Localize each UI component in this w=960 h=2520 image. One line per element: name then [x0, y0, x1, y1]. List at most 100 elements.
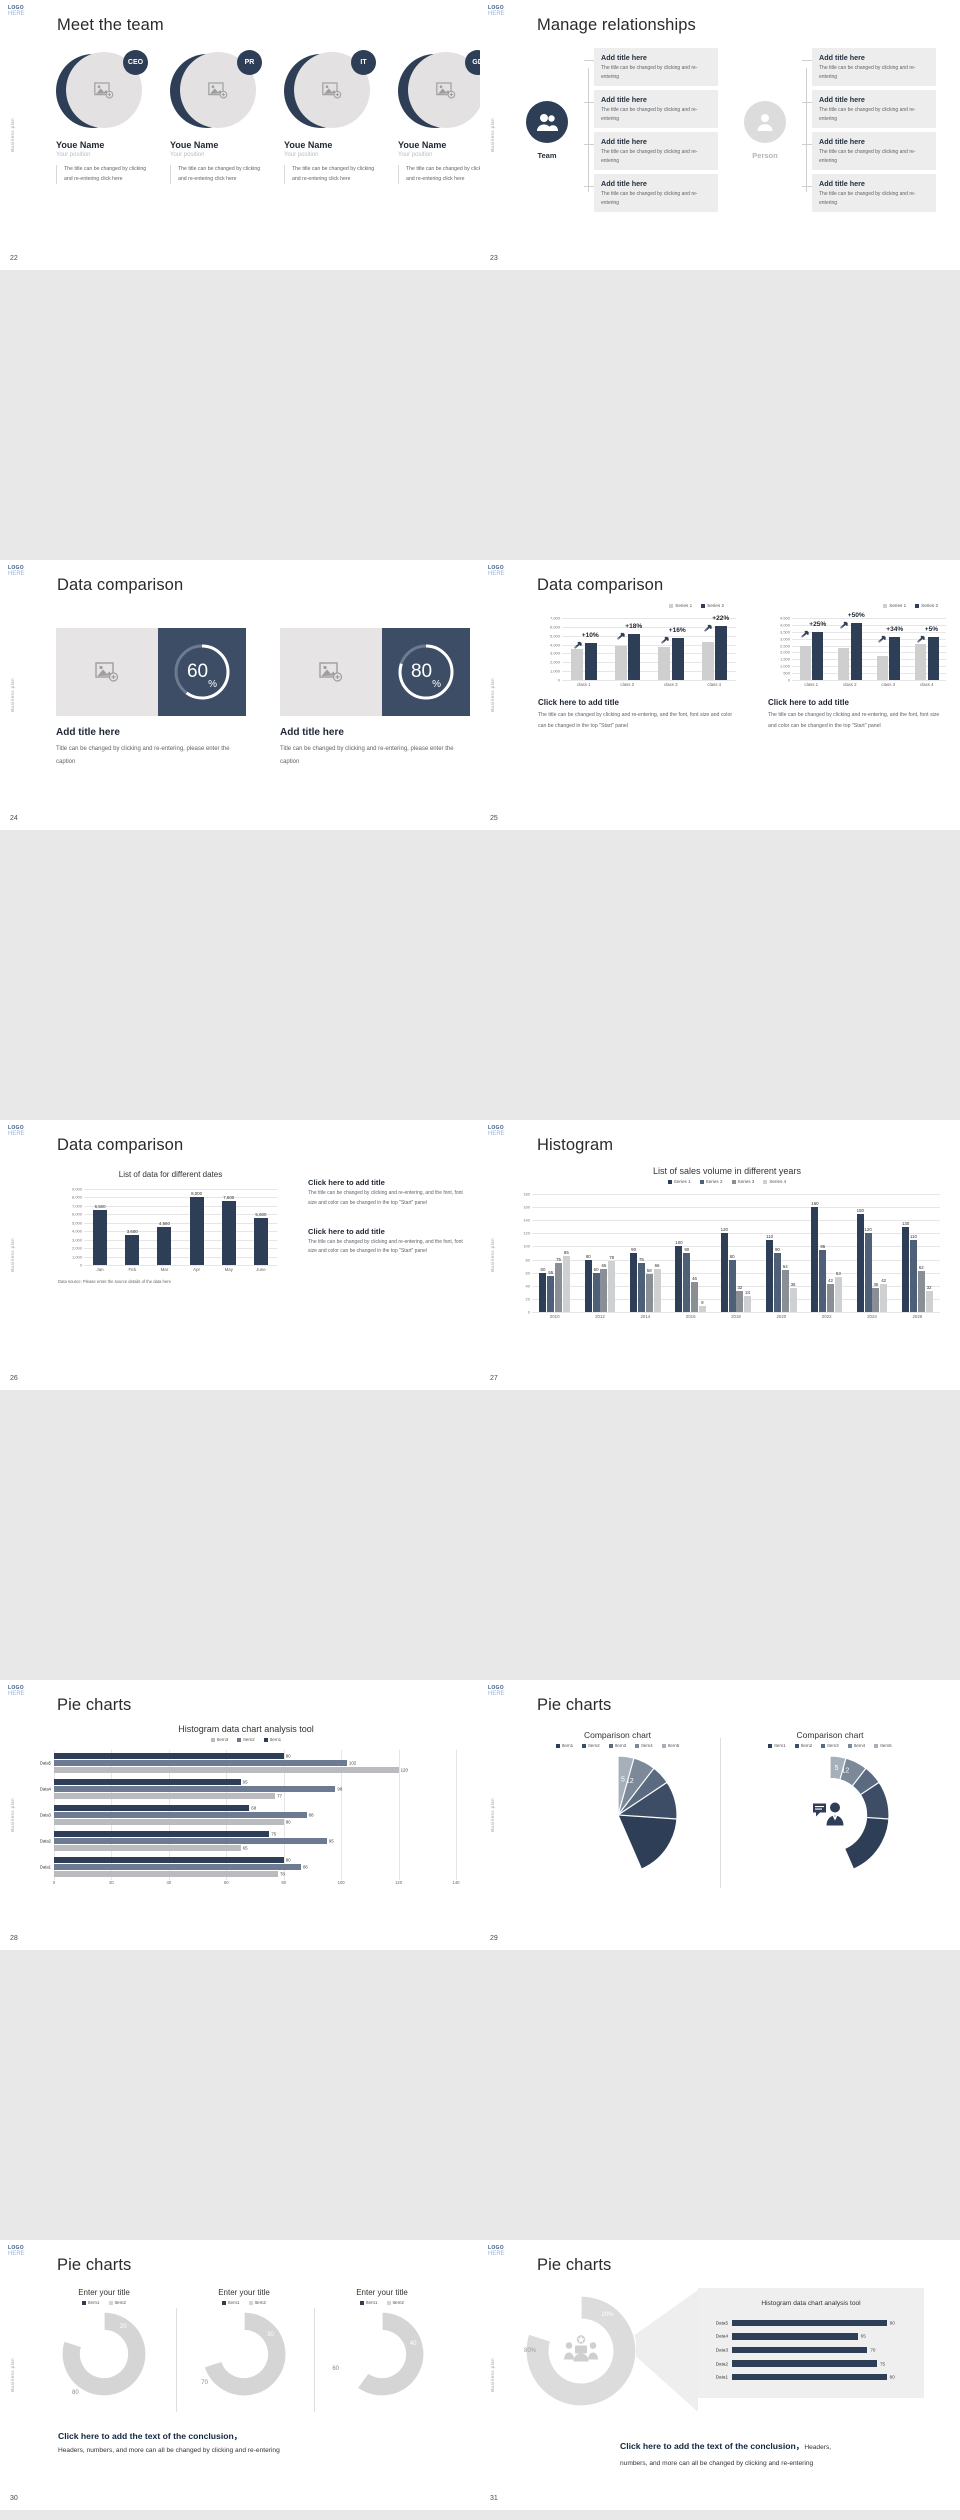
pie-slice[interactable]	[356, 2312, 424, 2396]
bar-value-label: 53	[835, 1271, 841, 1277]
bar-value-label: 5,600	[255, 1211, 267, 1217]
bar	[781, 1270, 789, 1312]
relationship-group-person: Person Add title here The title can be c…	[728, 48, 936, 212]
slide-24[interactable]: LOGO HERE Business plan Data comparison …	[0, 560, 480, 830]
bar-value-label: 120	[720, 1227, 728, 1233]
bar-value-label: 90	[684, 1247, 690, 1252]
progress-number: 80	[410, 661, 433, 682]
legend-item: Item4	[635, 1743, 653, 1748]
y-tick-label: 140	[523, 1217, 530, 1223]
relationship-item[interactable]: Add title here The title can be changed …	[802, 90, 936, 128]
y-tick-label: 2,000	[549, 659, 560, 665]
slide-22[interactable]: LOGO HERE Business plan Meet the team 22	[0, 0, 480, 270]
row-gap	[0, 840, 960, 850]
vertical-label: Business plan	[490, 1798, 495, 1832]
growth-annotation: +25%	[809, 621, 827, 629]
slide-25[interactable]: LOGO HERE Business plan Data comparison …	[480, 560, 960, 830]
relationship-item[interactable]: Add title here The title can be changed …	[584, 174, 718, 212]
avatar[interactable]: CEO	[56, 50, 148, 130]
category-label: Data3	[715, 2347, 728, 2353]
chart-legend: Item1 Item2 Item3 Item4 Item5	[520, 1743, 715, 1748]
slide-27[interactable]: LOGO HERE Business plan Histogram 27 Lis…	[480, 1120, 960, 1390]
slice-value-label: 20%	[601, 2311, 614, 2318]
chart-source: Data source: Please enter the source det…	[58, 1279, 171, 1284]
gridline	[532, 1285, 940, 1287]
bar-value-label: 9	[701, 1300, 704, 1306]
chart-title: Comparison chart	[583, 1730, 652, 1740]
image-placeholder[interactable]	[56, 628, 158, 716]
image-placeholder-icon	[319, 662, 343, 682]
bar-value-label: 88	[308, 1812, 314, 1818]
relationship-item[interactable]: Add title here The title can be changed …	[584, 132, 718, 170]
growth-annotation: +16%	[668, 626, 686, 634]
pie-slice[interactable]	[203, 2312, 286, 2396]
legend-item: Item2	[386, 2300, 404, 2305]
bar	[744, 1296, 752, 1312]
slide-23[interactable]: LOGO HERE Business plan Manage relations…	[480, 0, 960, 270]
slide-31[interactable]: LOGO HERE Business plan Pie charts 31	[480, 2240, 960, 2510]
member-name: Youe Name	[284, 140, 333, 150]
horizontal-bar-chart: Data1 80 Data2 75 Data3 70 Data4 65 Data5 80	[716, 2316, 906, 2384]
slice-value-label: 60	[332, 2366, 340, 2373]
bar-value-label: 60	[593, 1266, 599, 1272]
bar-value-label: 78	[279, 1871, 285, 1877]
relationship-item[interactable]: Add title here The title can be changed …	[584, 90, 718, 128]
relationship-item[interactable]: Add title here The title can be changed …	[802, 48, 936, 86]
team-member[interactable]: GD Youe Name Your position The title can…	[398, 50, 480, 185]
item-title: Add title here	[819, 53, 865, 62]
x-tick-label: 2010	[549, 1314, 560, 1319]
avatar[interactable]: GD	[398, 50, 480, 130]
bar	[608, 1260, 616, 1312]
bar-value-label: 58	[646, 1267, 652, 1273]
relationship-item[interactable]: Add title here The title can be changed …	[802, 132, 936, 170]
bar	[54, 1760, 347, 1766]
slice-value-label: 40	[409, 2340, 417, 2347]
bar-value-label: 4,560	[158, 1220, 170, 1226]
connector-lines	[802, 48, 812, 212]
logo: LOGO HERE	[8, 566, 34, 582]
team-row: CEO Youe Name Your position The title ca…	[56, 50, 480, 185]
chart-title: Histogram data chart analysis tool	[761, 2300, 861, 2307]
page-title: Data comparison	[57, 576, 184, 594]
team-member[interactable]: IT Youe Name Your position The title can…	[284, 50, 389, 185]
team-member[interactable]: CEO Youe Name Your position The title ca…	[56, 50, 161, 185]
progress-ring: 60%	[171, 641, 233, 703]
role-badge: GD	[465, 50, 480, 75]
comparison-card[interactable]: 80% Add title here Title can be changed …	[280, 628, 470, 768]
bar-value-label: 95	[328, 1838, 334, 1844]
y-tick-label: 2,500	[779, 643, 790, 649]
relationship-item[interactable]: Add title here The title can be changed …	[584, 48, 718, 86]
bar	[902, 1226, 910, 1312]
team-member[interactable]: PR Youe Name Your position The title can…	[170, 50, 275, 185]
donut-block: Comparison chart Item1 Item2 Item3 Item4…	[730, 1730, 930, 1874]
comparison-card[interactable]: 60% Add title here Title can be changed …	[56, 628, 246, 768]
bar-value-label: 110	[766, 1233, 774, 1239]
pie-slice[interactable]	[62, 2312, 146, 2396]
bar-value-label: 70	[870, 2347, 876, 2353]
card-tiles: 80%	[280, 628, 470, 716]
group-icon-block: Team	[510, 100, 584, 160]
y-tick-label: 3,000	[549, 650, 560, 656]
bar-value-label: 120	[864, 1227, 872, 1233]
avatar[interactable]: IT	[284, 50, 376, 130]
slice-value-label: 30	[267, 2331, 274, 2338]
chart-legend: Item3 Item2 Item1	[26, 1737, 466, 1742]
slide-26[interactable]: LOGO HERE Business plan Data comparison …	[0, 1120, 480, 1390]
bar-value-label: 80	[889, 2320, 895, 2326]
image-placeholder[interactable]	[280, 628, 382, 716]
slide-29[interactable]: LOGO HERE Business plan Pie charts 29 Co…	[480, 1680, 960, 1950]
gridline	[398, 1750, 400, 1880]
bar	[653, 1268, 661, 1312]
x-tick-label: 40	[166, 1880, 172, 1885]
gridline	[562, 671, 736, 673]
page-number: 26	[10, 1375, 18, 1382]
avatar[interactable]: PR	[170, 50, 262, 130]
legend-item: Series 4	[763, 1179, 786, 1184]
slide-28[interactable]: LOGO HERE Business plan Pie charts 28 Hi…	[0, 1680, 480, 1950]
bar	[864, 1233, 872, 1312]
gridline	[84, 1256, 277, 1258]
bar-value-label: 68	[251, 1805, 257, 1811]
caption-body: The title can be changed by clicking and…	[538, 712, 733, 729]
relationship-item[interactable]: Add title here The title can be changed …	[802, 174, 936, 212]
slide-30[interactable]: LOGO HERE Business plan Pie charts 30 En…	[0, 2240, 480, 2510]
